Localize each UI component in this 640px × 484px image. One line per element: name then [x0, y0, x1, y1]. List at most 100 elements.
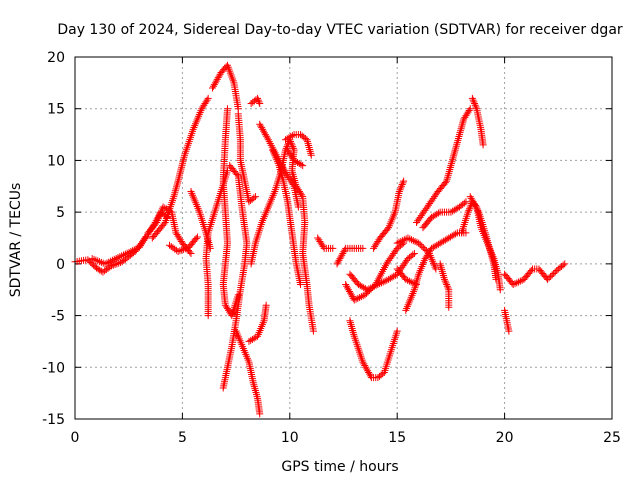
data-point — [141, 235, 149, 243]
x-tick-label: 5 — [178, 430, 187, 446]
data-point — [250, 194, 258, 202]
data-point — [393, 239, 401, 247]
data-point — [256, 100, 264, 108]
data-point — [108, 262, 116, 270]
data-point — [496, 286, 504, 294]
data-point — [450, 152, 458, 160]
data-point — [443, 175, 451, 183]
y-tick-label: -5 — [51, 309, 65, 325]
data-point — [545, 274, 553, 282]
data-point — [172, 185, 180, 193]
data-point — [254, 96, 262, 104]
data-point — [412, 280, 420, 288]
data-point — [287, 139, 295, 147]
data-point — [262, 301, 270, 309]
chart-title: Day 130 of 2024, Sidereal Day-to-day VTE… — [57, 22, 623, 38]
data-point — [402, 275, 410, 283]
data-point — [251, 193, 259, 201]
data-point — [256, 410, 264, 418]
data-point — [438, 266, 446, 274]
data-point — [376, 280, 384, 288]
data-point — [354, 294, 362, 302]
data-point — [377, 279, 385, 287]
data-point — [289, 143, 297, 151]
data-point — [352, 295, 360, 303]
data-point — [113, 260, 121, 268]
data-point — [446, 164, 454, 172]
data-point — [372, 281, 380, 289]
data-point — [363, 289, 371, 297]
data-point — [263, 134, 271, 142]
data-point — [444, 171, 452, 179]
x-tick-label: 15 — [388, 430, 406, 446]
data-point — [544, 275, 552, 283]
data-point — [471, 100, 479, 108]
data-point — [341, 246, 349, 254]
data-point — [174, 247, 182, 255]
data-point — [439, 271, 447, 279]
data-point — [479, 141, 487, 149]
data-point — [421, 245, 429, 253]
data-point — [437, 264, 445, 272]
data-point — [205, 239, 213, 247]
data-point — [374, 281, 382, 289]
y-tick-label: 0 — [56, 257, 65, 273]
data-point — [288, 169, 296, 177]
data-point — [456, 129, 464, 137]
data-point — [127, 247, 135, 255]
data-point — [453, 138, 461, 146]
data-point — [406, 235, 414, 243]
data-point — [192, 234, 200, 242]
data-point — [419, 244, 427, 252]
data-point — [445, 169, 453, 177]
data-point — [306, 145, 314, 153]
data-point — [348, 325, 356, 332]
data-point — [527, 267, 535, 275]
data-point — [251, 385, 259, 393]
data-point — [142, 233, 150, 241]
data-point — [465, 106, 473, 114]
data-point — [233, 170, 241, 178]
data-point — [174, 179, 182, 187]
y-tick-label: 10 — [47, 153, 65, 169]
data-point — [551, 268, 559, 276]
y-tick-label: -10 — [42, 360, 65, 376]
data-point — [253, 392, 261, 400]
data-point — [450, 150, 458, 158]
data-point — [289, 181, 297, 189]
data-point — [561, 260, 569, 268]
data-point — [297, 281, 305, 289]
data-point — [361, 291, 369, 299]
data-point — [460, 199, 468, 207]
x-tick-label: 0 — [71, 430, 80, 446]
data-point — [416, 241, 424, 249]
data-point — [289, 171, 297, 179]
data-point — [404, 234, 412, 242]
data-point — [170, 191, 178, 199]
data-point — [178, 246, 186, 254]
data-point — [350, 330, 358, 338]
data-point — [365, 285, 373, 293]
data-point — [400, 236, 408, 244]
data-point — [395, 187, 403, 195]
data-point — [349, 326, 357, 334]
y-tick-label: -15 — [42, 412, 65, 428]
data-point — [442, 279, 450, 287]
data-point — [396, 186, 404, 194]
data-point — [462, 198, 470, 206]
data-point — [186, 248, 194, 256]
data-point — [172, 183, 180, 191]
data-point — [418, 242, 426, 250]
data-point — [457, 127, 465, 135]
data-point — [409, 237, 417, 245]
data-point — [471, 101, 479, 109]
data-point — [106, 263, 114, 271]
data-point — [251, 387, 259, 395]
data-point — [470, 98, 478, 106]
data-point — [393, 327, 401, 335]
data-point — [411, 237, 419, 245]
data-point — [437, 262, 445, 270]
data-point — [346, 317, 354, 325]
data-point — [441, 277, 449, 285]
